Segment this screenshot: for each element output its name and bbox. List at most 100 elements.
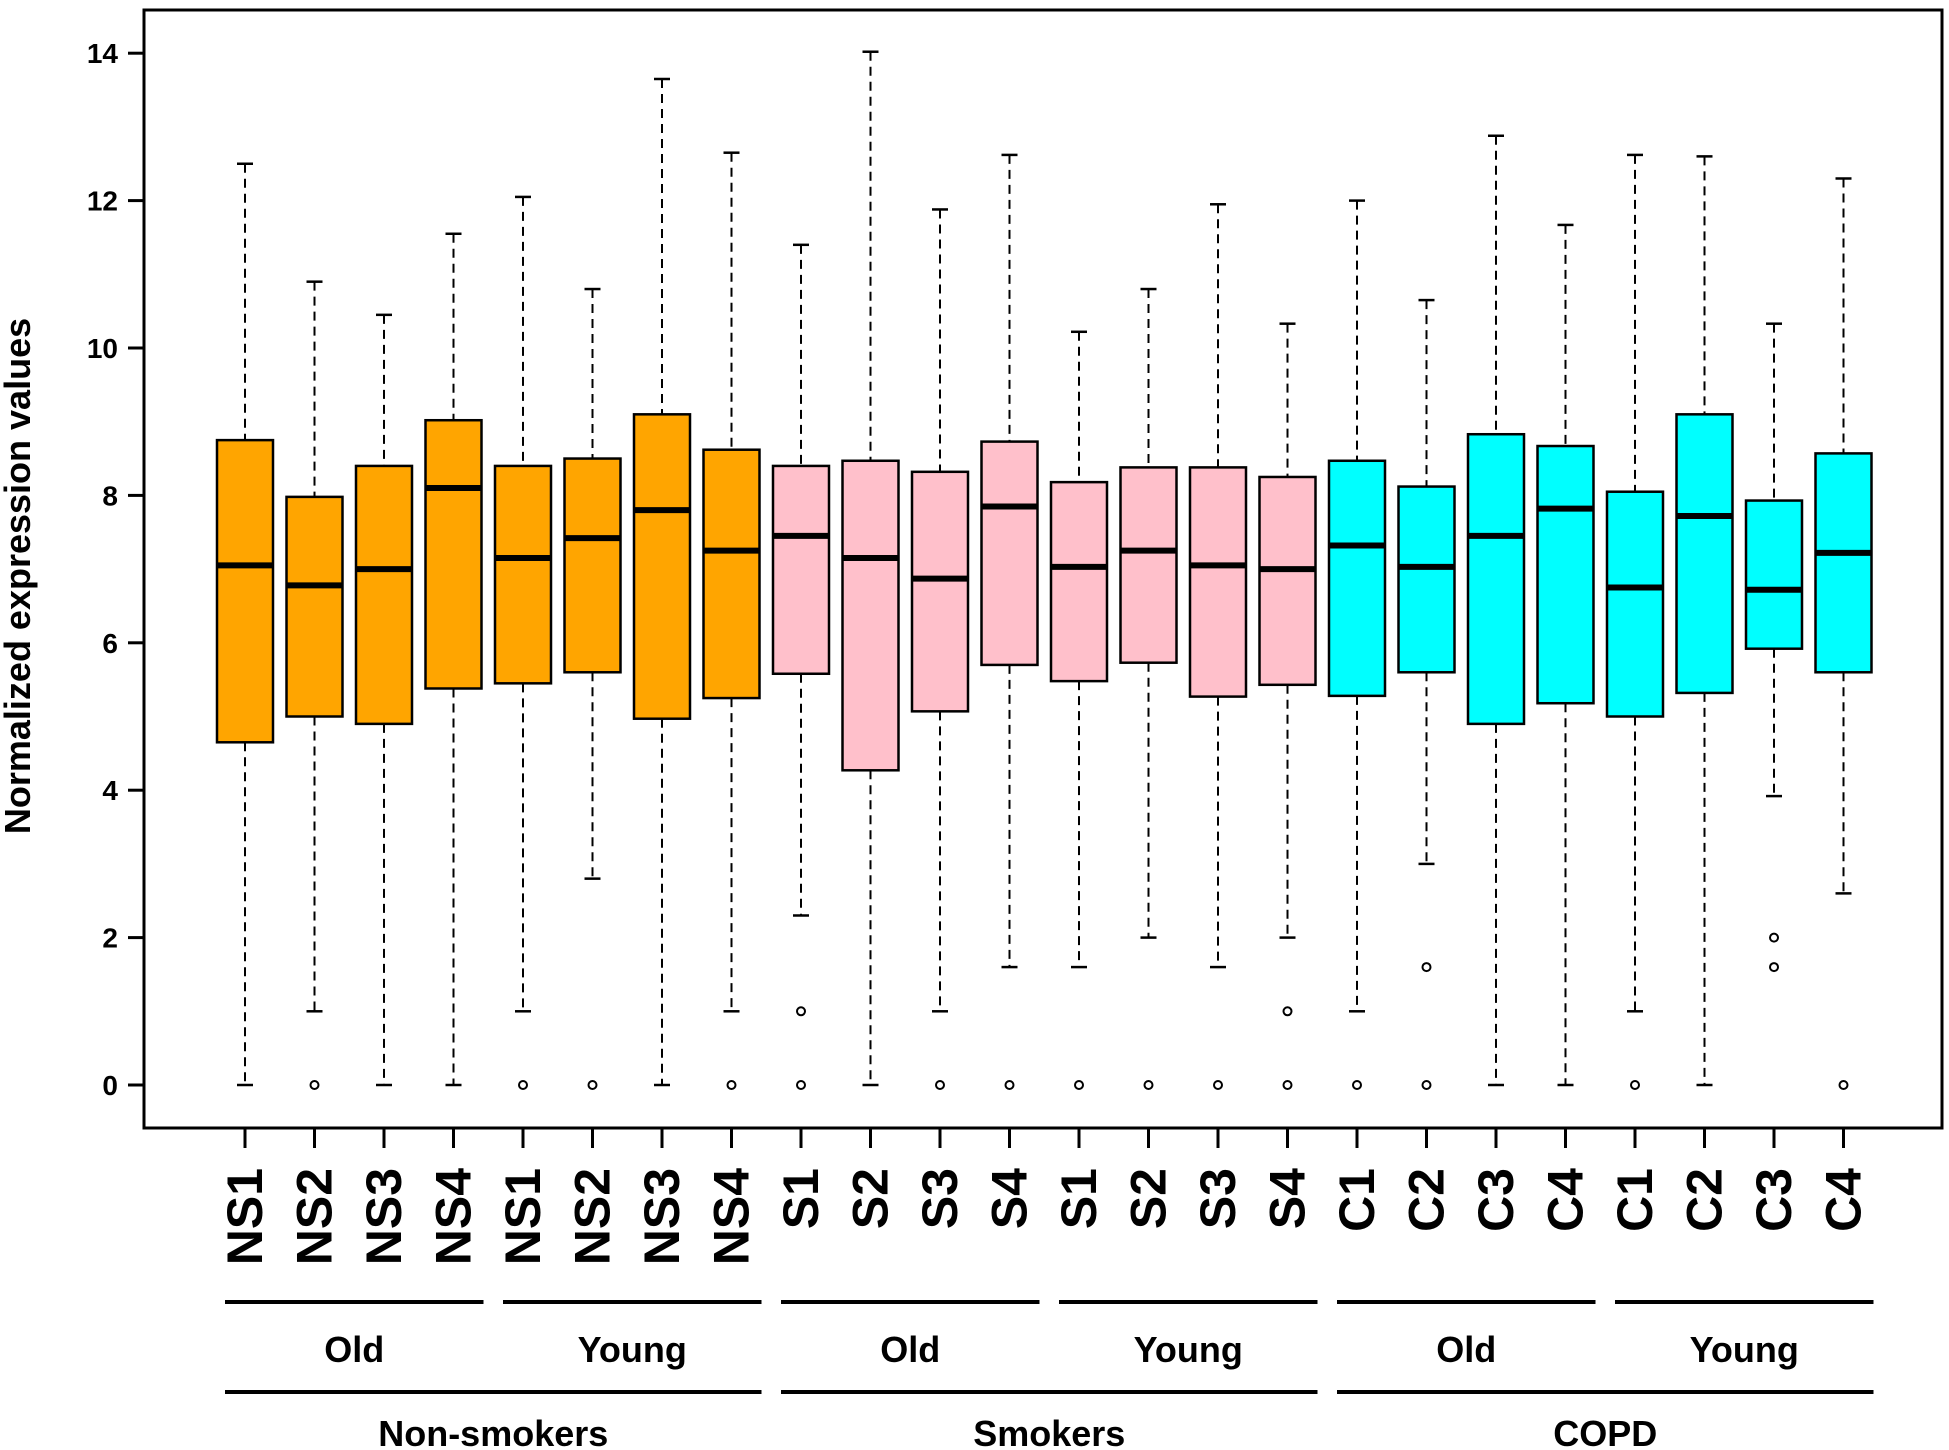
box-16 [1258,322,1317,1090]
iqr-box [285,495,344,718]
outlier-point [1352,1080,1362,1090]
outlier-point [1004,1080,1015,1090]
group-label: Smokers [973,1413,1125,1450]
category-label: S4 [1260,1168,1316,1229]
iqr-box [354,464,414,726]
category-label: NS1 [495,1168,551,1265]
iqr-box [1258,475,1317,687]
y-tick-label: 10 [87,333,118,364]
y-axis-ticks: 0 2 4 6 8 10 12 14 [87,38,144,1101]
outlier-point [1769,932,1779,943]
iqr-box [493,464,553,685]
y-tick-label: 14 [87,38,119,69]
y-tick-label: 12 [87,186,118,217]
iqr-box [1536,444,1595,705]
box-15 [1188,203,1248,1090]
box-12 [980,153,1039,1090]
box-11 [910,208,970,1090]
outlier-point [518,1080,528,1090]
outlier-point [796,1006,806,1017]
box-19 [1466,134,1526,1087]
iqr-box [1605,490,1665,718]
iqr-box [702,448,761,700]
subgroup-label: Young [1134,1329,1243,1370]
iqr-box [563,457,622,674]
category-label: S2 [1121,1168,1177,1229]
iqr-box [1327,459,1387,698]
iqr-box [980,440,1039,667]
box-20 [1536,223,1595,1087]
iqr-box [1814,452,1873,674]
box-24 [1814,177,1873,1090]
category-label: C3 [1746,1168,1802,1232]
box-2 [285,280,344,1090]
box-5 [493,195,553,1090]
iqr-box [1188,466,1248,698]
box-6 [563,287,622,1090]
category-label: S3 [912,1168,968,1229]
y-tick-label: 4 [102,775,118,806]
plot-frame [142,8,1944,1130]
category-label: C1 [1607,1168,1663,1232]
outlier-point [796,1080,806,1090]
box-18 [1397,298,1456,1090]
iqr-box [632,413,692,720]
category-label: NS4 [426,1168,482,1265]
category-label: S2 [843,1168,899,1229]
category-label: NS2 [565,1168,621,1265]
category-label: C2 [1677,1168,1733,1232]
iqr-box [215,438,275,744]
outlier-point [1282,1080,1293,1090]
box-8 [702,151,761,1090]
box-3 [354,313,414,1087]
subgroup-label: Old [324,1329,384,1370]
iqr-box [424,418,483,690]
iqr-box [1119,466,1178,664]
box-10 [841,50,900,1087]
category-label: S3 [1190,1168,1246,1229]
category-label: C4 [1816,1168,1872,1232]
box-14 [1119,287,1178,1090]
category-label: C4 [1538,1168,1594,1232]
boxes [215,50,1873,1090]
y-tick-label: 6 [102,628,118,659]
x-axis-labels: NS1 NS2 NS3 NS4 NS1 NS2 NS3 NS4 S1 S2 S3 S4 S1 S2 S3 S4… [217,1128,1872,1265]
iqr-box [1049,480,1109,683]
subgroup-label: Old [1436,1329,1496,1370]
category-label: C3 [1468,1168,1524,1232]
category-label: NS4 [704,1168,760,1265]
category-label: C1 [1329,1168,1385,1232]
outlier-point [1213,1080,1223,1090]
outlier-point [1838,1080,1849,1090]
outlier-point [726,1080,737,1090]
outlier-point [587,1080,598,1090]
outlier-point [1630,1080,1640,1090]
group-label: Non-smokers [378,1413,608,1450]
iqr-box [841,459,900,772]
category-label: S1 [1051,1168,1107,1229]
box-17 [1327,199,1387,1090]
outlier-point [1282,1006,1293,1017]
y-axis-title: Normalized expression values [0,318,38,834]
iqr-box [771,464,831,676]
box-23 [1744,322,1804,973]
outlier-point [1769,962,1779,973]
box-22 [1675,155,1734,1087]
outlier-point [1074,1080,1084,1090]
subgroup-label: Old [880,1329,940,1370]
iqr-box [910,470,970,713]
outlier-point [1421,962,1432,973]
outlier-point [1421,1080,1432,1090]
iqr-box [1744,499,1804,650]
category-label: NS1 [217,1168,273,1265]
category-label: C2 [1399,1168,1455,1232]
subgroup-label: Young [578,1329,687,1370]
category-label: S1 [773,1168,829,1229]
outlier-point [935,1080,945,1090]
box-4 [424,232,483,1087]
group-label: COPD [1553,1413,1657,1450]
outlier-point [309,1080,320,1090]
category-label: NS3 [634,1168,690,1265]
category-label: S4 [982,1168,1038,1229]
